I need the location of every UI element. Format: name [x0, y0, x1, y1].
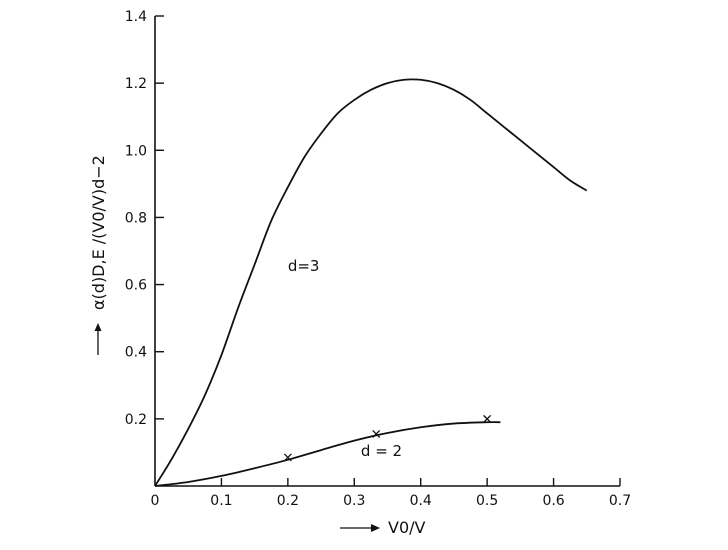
- x-tick-label: 0.5: [476, 493, 498, 509]
- series-group: [154, 78, 588, 487]
- x-axis-arrow-head: [371, 524, 380, 532]
- y-tick-label: 1.0: [125, 143, 147, 159]
- series-line-1: [154, 78, 588, 487]
- data-point-marker: [283, 453, 292, 462]
- x-axis-title: V0/V: [388, 518, 426, 537]
- data-point-marker: [372, 430, 381, 438]
- series-line-2: [154, 421, 501, 487]
- x-tick-label: 0.4: [410, 493, 432, 509]
- y-axis-title-group: α(d)D,E /(V0/V)d−2: [89, 155, 108, 355]
- x-axis-title-group: V0/V: [340, 518, 426, 537]
- y-axis-arrow-head: [94, 323, 102, 331]
- annotation-group: d=3 d = 2: [288, 257, 402, 460]
- x-tick-label: 0.7: [609, 493, 631, 509]
- series-label: d=3: [288, 257, 320, 275]
- x-tick-label: 0.1: [210, 493, 232, 509]
- chart-axes: [154, 16, 620, 487]
- series-label: d = 2: [361, 442, 402, 460]
- data-point-marker: [483, 414, 492, 423]
- y-tick-label: 1.2: [125, 76, 147, 92]
- y-tick-label: 0.8: [125, 210, 147, 226]
- y-tick-label: 0.4: [125, 345, 147, 361]
- marker-group: [283, 414, 492, 462]
- y-axis-title: α(d)D,E /(V0/V)d−2: [89, 155, 108, 310]
- tick-group: 0 0.1 0.2 0.3 0.4 0.5 0.6 0.7 0.2 0.4 0.6 0.8 1.0 1.2…: [125, 9, 631, 509]
- x-tick-label: 0.3: [343, 493, 365, 509]
- y-tick-label: 1.4: [125, 9, 147, 25]
- x-tick-label: 0.6: [542, 493, 564, 509]
- x-tick-label: 0: [151, 493, 160, 509]
- x-tick-label: 0.2: [277, 493, 299, 509]
- y-tick-label: 0.6: [125, 278, 147, 294]
- y-tick-label: 0.2: [125, 412, 147, 428]
